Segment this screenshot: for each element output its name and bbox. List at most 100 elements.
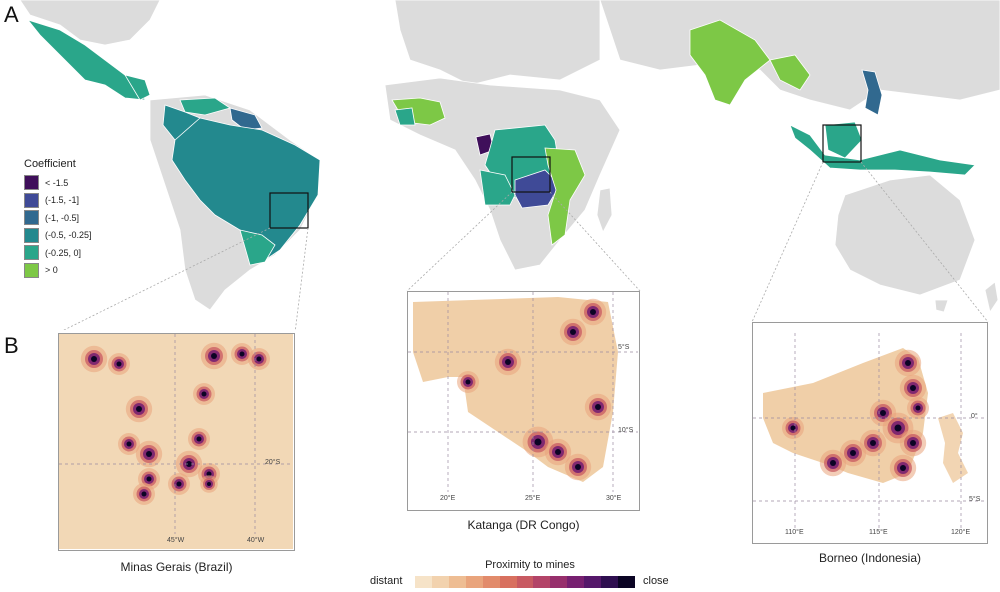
proximity-color-step — [431, 576, 449, 588]
brazil-country — [171, 117, 321, 263]
proximity-color-step — [448, 576, 466, 588]
mine-hotspot — [910, 385, 916, 391]
europe-land — [394, 0, 601, 86]
mine-hotspot — [595, 404, 601, 410]
caption-minas-gerais: Minas Gerais (Brazil) — [120, 560, 233, 574]
kt-x-tick-30e: 30°E — [606, 495, 622, 502]
india-country — [689, 19, 771, 106]
mine-hotspot — [256, 356, 262, 362]
kt-y-tick-5s: 5°S — [618, 344, 630, 351]
mg-x-tick-40w: 40°W — [247, 537, 265, 544]
inset-katanga: 5°S 10°S 20°E 25°E 30°E — [407, 291, 640, 511]
panel-label-a: A — [4, 2, 19, 27]
legend-swatch — [24, 262, 39, 278]
proximity-color-step — [550, 576, 568, 588]
inset-minas-gerais: 20°S 45°W 40°W — [58, 333, 295, 551]
legend-swatch — [24, 192, 39, 208]
mg-x-tick-45w: 45°W — [167, 537, 185, 544]
mexico-country — [26, 19, 146, 101]
coefficient-legend-item: (-1, -0.5] — [24, 209, 92, 227]
legend-swatch — [24, 175, 39, 191]
mine-hotspot — [201, 391, 207, 397]
mine-hotspot — [910, 440, 916, 446]
proximity-color-step — [533, 576, 551, 588]
proximity-color-step — [618, 576, 635, 588]
mine-hotspot — [555, 449, 561, 455]
world-map — [19, 0, 1000, 330]
legend-swatch — [24, 227, 39, 243]
mine-hotspot — [465, 379, 471, 385]
mine-hotspot — [915, 405, 921, 411]
legend-label: (-0.25, 0] — [45, 247, 82, 258]
borneo-country — [824, 121, 863, 159]
minas-gerais-box — [269, 192, 309, 229]
tasmania-land — [934, 299, 949, 313]
angola-country — [479, 169, 516, 206]
proximity-color-step — [499, 576, 517, 588]
new-zealand-land — [984, 281, 999, 313]
myanmar-country — [769, 54, 811, 91]
mine-hotspot — [146, 451, 152, 457]
legend-label: < -1.5 — [45, 177, 69, 188]
proximity-legend-title: Proximity to mines — [485, 559, 575, 571]
mine-hotspot — [575, 464, 581, 470]
mine-hotspot — [790, 425, 796, 431]
mine-hotspot — [116, 361, 122, 367]
central-america-country — [124, 74, 151, 101]
mine-hotspot — [186, 461, 192, 467]
legend-swatch — [24, 210, 39, 226]
kt-x-tick-20e: 20°E — [440, 495, 456, 502]
asia-land — [599, 0, 1000, 111]
mine-hotspot — [505, 359, 511, 365]
proximity-color-step — [584, 576, 602, 588]
mine-hotspot — [206, 471, 212, 477]
caption-katanga: Katanga (DR Congo) — [467, 518, 580, 532]
proximity-color-bar — [415, 576, 635, 588]
mine-hotspot — [211, 353, 217, 359]
coefficient-legend: Coefficient < -1.5 (-1.5, -1] (-1, -0.5] (-… — [24, 158, 92, 279]
venezuela-country — [179, 97, 231, 116]
proximity-color-step — [465, 576, 483, 588]
legend-swatch — [24, 245, 39, 261]
bo-x-tick-120e: 120°E — [951, 529, 971, 536]
legend-label: > 0 — [45, 265, 58, 276]
philippines-country — [861, 69, 883, 116]
mine-hotspot — [900, 465, 906, 471]
katanga-heatmap — [408, 292, 638, 509]
proximity-high-label: close — [643, 575, 669, 587]
mine-hotspot — [176, 481, 182, 487]
mine-hotspot — [196, 436, 202, 442]
caption-borneo: Borneo (Indonesia) — [818, 551, 922, 565]
mine-hotspot — [141, 491, 147, 497]
mine-hotspot — [91, 356, 97, 362]
mine-hotspot — [534, 438, 542, 446]
proximity-color-step — [415, 576, 432, 588]
coefficient-legend-item: > 0 — [24, 262, 92, 280]
coefficient-legend-title: Coefficient — [24, 158, 76, 170]
mine-hotspot — [590, 309, 596, 315]
proximity-color-step — [601, 576, 619, 588]
australia-land — [834, 174, 976, 296]
mine-hotspot — [830, 460, 836, 466]
minas-gerais-heatmap — [59, 334, 293, 549]
tanzania-country — [544, 147, 586, 246]
north-america-land — [19, 0, 161, 46]
zambia-country — [514, 169, 561, 209]
inset-borneo: 0° 5°S 110°E 115°E 120°E — [752, 322, 988, 544]
mine-hotspot — [146, 476, 152, 482]
mg-y-tick-20s: 20°S — [265, 459, 281, 466]
kt-y-tick-10s: 10°S — [618, 427, 634, 434]
mine-hotspot — [905, 360, 911, 366]
bo-x-tick-110e: 110°E — [785, 529, 804, 536]
kt-x-tick-25e: 25°E — [525, 495, 541, 502]
mine-hotspot — [136, 406, 142, 412]
mine-hotspot — [126, 441, 132, 447]
legend-label: (-0.5, -0.25] — [45, 230, 92, 241]
coefficient-legend-item: < -1.5 — [24, 174, 92, 192]
mine-hotspot — [894, 424, 902, 432]
proximity-color-step — [516, 576, 534, 588]
katanga-box — [511, 156, 551, 193]
proximity-color-step — [567, 576, 585, 588]
panel-label-b: B — [4, 333, 19, 358]
borneo-box — [822, 124, 862, 163]
